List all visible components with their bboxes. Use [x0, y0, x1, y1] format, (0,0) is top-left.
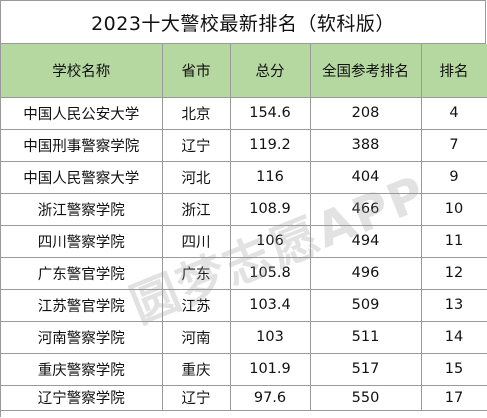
- national-rank-cell: 494: [310, 225, 422, 258]
- province-cell: 北京: [162, 97, 231, 130]
- province-cell: 浙江: [162, 193, 231, 226]
- total-score-cell: 106: [230, 225, 311, 258]
- province-cell: 四川: [162, 225, 231, 258]
- header-total-score: 总分: [230, 44, 311, 98]
- national-rank-cell: 517: [310, 353, 422, 386]
- school-name-cell: 中国刑事警察学院: [1, 129, 163, 162]
- school-name-cell: 浙江警察学院: [1, 193, 163, 226]
- rank-cell: 13: [421, 289, 487, 322]
- header-school-name: 学校名称: [1, 44, 163, 98]
- table-row: 中国人民公安大学 北京 154.6 208 4: [1, 97, 487, 130]
- rank-cell: 15: [421, 353, 487, 386]
- province-cell: 河北: [162, 161, 231, 194]
- total-score-cell: 154.6: [230, 97, 311, 130]
- total-score-cell: 105.8: [230, 257, 311, 290]
- header-row: 学校名称 省市 总分 全国参考排名 排名: [1, 44, 487, 98]
- header-rank: 排名: [421, 44, 487, 98]
- school-name-cell: 重庆警察学院: [1, 353, 163, 386]
- total-score-cell: 101.9: [230, 353, 311, 386]
- total-score-cell: 108.9: [230, 193, 311, 226]
- rank-cell: 7: [421, 129, 487, 162]
- total-score-cell: 116: [230, 161, 311, 194]
- total-score-cell: 103: [230, 321, 311, 354]
- national-rank-cell: 466: [310, 193, 422, 226]
- national-rank-cell: 404: [310, 161, 422, 194]
- school-name-cell: 中国人民警察大学: [1, 161, 163, 194]
- school-name-cell: 广东警官学院: [1, 257, 163, 290]
- province-cell: 河南: [162, 321, 231, 354]
- province-cell: 辽宁: [162, 385, 231, 411]
- school-name-cell: 辽宁警察学院: [1, 385, 163, 411]
- table-row: 辽宁警察学院 辽宁 97.6 550 17: [1, 385, 487, 411]
- table-row: 四川警察学院 四川 106 494 11: [1, 225, 487, 258]
- school-name-cell: 江苏警官学院: [1, 289, 163, 322]
- table-row: 浙江警察学院 浙江 108.9 466 10: [1, 193, 487, 226]
- province-cell: 重庆: [162, 353, 231, 386]
- total-score-cell: 97.6: [230, 385, 311, 411]
- rank-cell: 14: [421, 321, 487, 354]
- province-cell: 辽宁: [162, 129, 231, 162]
- table-row: 重庆警察学院 重庆 101.9 517 15: [1, 353, 487, 386]
- header-national-rank: 全国参考排名: [310, 44, 422, 98]
- national-rank-cell: 208: [310, 97, 422, 130]
- table-row: 中国刑事警察学院 辽宁 119.2 388 7: [1, 129, 487, 162]
- rank-cell: 11: [421, 225, 487, 258]
- sheet-title: 2023十大警校最新排名（软科版）: [1, 1, 486, 44]
- school-name-cell: 河南警察学院: [1, 321, 163, 354]
- total-score-cell: 103.4: [230, 289, 311, 322]
- national-rank-cell: 509: [310, 289, 422, 322]
- province-cell: 江苏: [162, 289, 231, 322]
- rank-cell: 9: [421, 161, 487, 194]
- national-rank-cell: 550: [310, 385, 422, 411]
- province-cell: 广东: [162, 257, 231, 290]
- table-row: 江苏警官学院 江苏 103.4 509 13: [1, 289, 487, 322]
- header-province: 省市: [162, 44, 231, 98]
- national-rank-cell: 511: [310, 321, 422, 354]
- table-row: 河南警察学院 河南 103 511 14: [1, 321, 487, 354]
- school-name-cell: 四川警察学院: [1, 225, 163, 258]
- ranking-table: 学校名称 省市 总分 全国参考排名 排名 中国人民公安大学 北京 154.6 208 4…: [1, 44, 487, 411]
- table-row: 中国人民警察大学 河北 116 404 9: [1, 161, 487, 194]
- school-name-cell: 中国人民公安大学: [1, 97, 163, 130]
- national-rank-cell: 388: [310, 129, 422, 162]
- total-score-cell: 119.2: [230, 129, 311, 162]
- rank-cell: 4: [421, 97, 487, 130]
- rank-cell: 12: [421, 257, 487, 290]
- table-row: 广东警官学院 广东 105.8 496 12: [1, 257, 487, 290]
- national-rank-cell: 496: [310, 257, 422, 290]
- rank-cell: 17: [421, 385, 487, 411]
- rank-cell: 10: [421, 193, 487, 226]
